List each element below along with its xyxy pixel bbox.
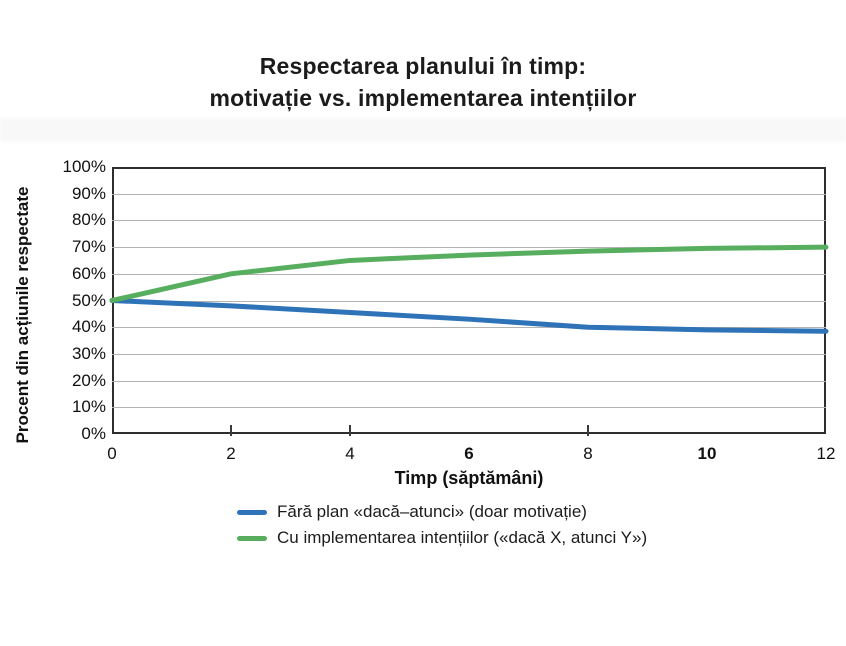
x-tick-mark bbox=[230, 425, 232, 436]
gridline bbox=[112, 407, 826, 409]
background-band bbox=[0, 118, 846, 142]
legend-row: Cu implementarea intențiilor («dacă X, a… bbox=[237, 525, 647, 551]
gridline bbox=[112, 247, 826, 249]
y-axis-label: Procent din acțiunile respectate bbox=[13, 186, 32, 444]
legend-label: Cu implementarea intențiilor («dacă X, a… bbox=[277, 528, 648, 547]
gridline bbox=[112, 380, 826, 382]
chart-title-line1: Respectarea planului în timp: bbox=[259, 53, 587, 79]
gridline bbox=[112, 273, 826, 275]
legend-swatch-icon bbox=[237, 535, 267, 541]
y-tick-label: 50% bbox=[71, 290, 106, 310]
x-tick-label: 2 bbox=[226, 444, 236, 463]
x-tick-label: 4 bbox=[345, 444, 355, 463]
x-tick-label: 12 bbox=[816, 444, 836, 463]
chart-title: Respectarea planului în timp: motivație … bbox=[0, 50, 846, 114]
x-tick-label: 10 bbox=[697, 444, 717, 463]
gridline bbox=[112, 327, 826, 329]
gridline bbox=[112, 220, 826, 222]
legend-row: Fără plan «dacă–atunci» (doar motivație) bbox=[237, 499, 647, 525]
y-tick-label: 40% bbox=[71, 317, 106, 337]
legend-swatch-icon bbox=[237, 509, 267, 515]
x-tick-label: 6 bbox=[464, 444, 474, 463]
y-tick-label: 20% bbox=[71, 370, 106, 390]
x-tick-label: 8 bbox=[583, 444, 593, 463]
chart-title-line2: motivație vs. implementarea intențiilor bbox=[209, 85, 637, 111]
y-tick-label: 70% bbox=[71, 237, 106, 257]
y-tick-label: 100% bbox=[62, 157, 106, 176]
gridline bbox=[112, 193, 826, 195]
y-tick-label: 0% bbox=[81, 424, 106, 443]
x-tick-mark bbox=[349, 425, 351, 436]
x-axis-label: Timp (săptămâni) bbox=[394, 468, 544, 488]
x-tick-mark bbox=[587, 425, 589, 436]
y-tick-label: 30% bbox=[71, 343, 106, 363]
gridline bbox=[112, 300, 826, 302]
legend: Fără plan «dacă–atunci» (doar motivație)… bbox=[237, 499, 647, 551]
x-tick-label: 0 bbox=[107, 444, 117, 463]
y-tick-label: 80% bbox=[71, 210, 106, 230]
legend-label: Fără plan «dacă–atunci» (doar motivație) bbox=[277, 502, 587, 521]
y-tick-label: 10% bbox=[71, 397, 106, 417]
y-tick-label: 90% bbox=[71, 183, 106, 203]
y-tick-label: 60% bbox=[71, 263, 106, 283]
gridline bbox=[112, 353, 826, 355]
